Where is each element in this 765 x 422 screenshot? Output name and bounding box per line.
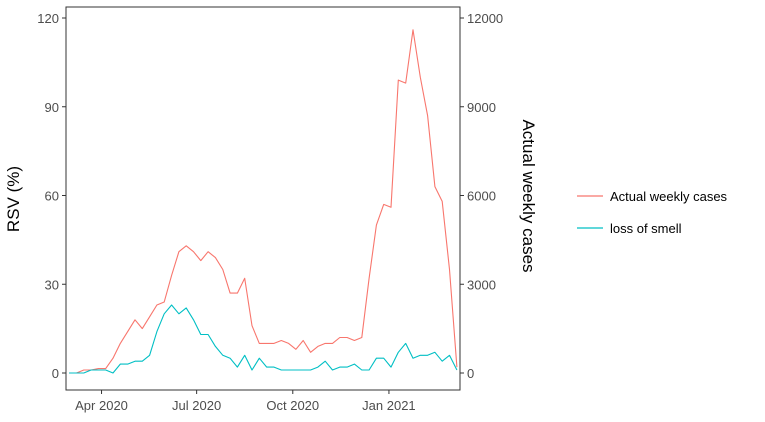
right-tick-label: 0 (467, 366, 474, 381)
left-tick-label: 60 (45, 189, 59, 204)
x-tick-label: Jul 2020 (172, 398, 221, 413)
right-tick-label: 12000 (467, 11, 503, 26)
legend-label-actual-weekly-cases: Actual weekly cases (610, 189, 728, 204)
left-tick-label: 0 (52, 366, 59, 381)
series-layer (69, 29, 458, 374)
x-tick-label: Jan 2021 (362, 398, 416, 413)
series-line-actual-weekly-cases (69, 29, 458, 374)
right-tick-label: 6000 (467, 189, 496, 204)
left-tick-label: 120 (37, 11, 59, 26)
right-axis-ticks: 0 3000 6000 9000 12000 (460, 11, 503, 381)
plot-panel-border (65, 6, 461, 391)
left-axis-ticks: 0 30 60 90 120 (37, 11, 66, 381)
x-tick-label: Apr 2020 (75, 398, 128, 413)
y-axis-title-left: RSV (%) (4, 166, 23, 232)
left-tick-label: 30 (45, 277, 59, 292)
x-axis-ticks: Apr 2020 Jul 2020 Oct 2020 Jan 2021 (75, 390, 416, 413)
series-line-loss-of-smell (69, 304, 458, 374)
left-tick-label: 90 (45, 100, 59, 115)
y-axis-title-right: Actual weekly cases (519, 119, 538, 272)
right-tick-label: 3000 (467, 277, 496, 292)
x-tick-label: Oct 2020 (266, 398, 319, 413)
right-tick-label: 9000 (467, 100, 496, 115)
legend: Actual weekly cases loss of smell (577, 189, 728, 236)
legend-label-loss-of-smell: loss of smell (610, 221, 682, 236)
